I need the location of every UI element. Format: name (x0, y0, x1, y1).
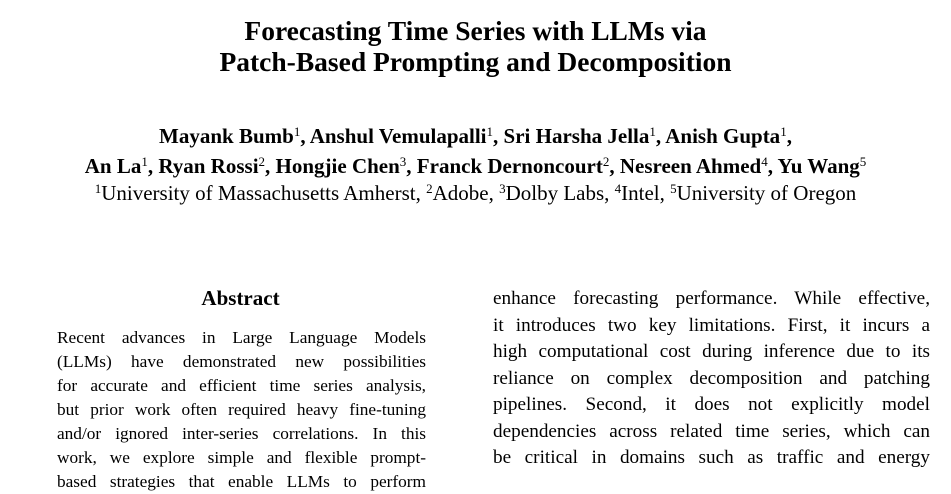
author-separator: , (786, 124, 792, 148)
author-line-2: An La1, Ryan Rossi2, Hongjie Chen3, Fran… (0, 151, 951, 181)
abstract-line: based strategies that enable LLMs to per… (57, 472, 426, 491)
affiliation-separator: , (488, 181, 500, 205)
author-name: Franck Dernoncourt (416, 154, 603, 178)
body-line: high computational cost during inference… (493, 341, 930, 362)
author-affiliation-mark: 1 (293, 124, 301, 139)
affiliation-name: Intel (621, 181, 660, 205)
paper-title: Forecasting Time Series with LLMs via Pa… (0, 15, 951, 77)
affiliation-name: University of Oregon (676, 181, 857, 205)
author-separator: , (655, 124, 666, 148)
author-line-1: Mayank Bumb1, Anshul Vemulapalli1, Sri H… (0, 121, 951, 151)
author-affiliation-mark: 4 (761, 154, 768, 169)
abstract-line: but prior work often required heavy fine… (57, 400, 426, 419)
abstract-line: work, we explore simple and flexible pro… (57, 448, 426, 467)
author-separator: , (265, 154, 276, 178)
affiliation-number: 1 (94, 181, 102, 196)
author-name: Ryan Rossi (158, 154, 259, 178)
abstract-body: Recent advances in Large Language Models… (57, 326, 426, 494)
abstract-line: and/or ignored inter-series correlations… (57, 424, 426, 443)
author-affiliation-mark: 3 (399, 154, 407, 169)
author-separator: , (300, 124, 310, 148)
abstract-heading: Abstract (201, 286, 280, 310)
author-name: Mayank Bumb (159, 124, 294, 148)
affiliation-name: Adobe (432, 181, 489, 205)
affiliation-separator: , (415, 181, 427, 205)
author-separator: , (609, 154, 620, 178)
body-line: enhance forecasting performance. While e… (493, 288, 930, 309)
author-name: Anshul Vemulapalli (309, 124, 487, 148)
author-name: Anish Gupta (665, 124, 781, 148)
author-list: Mayank Bumb1, Anshul Vemulapalli1, Sri H… (0, 121, 951, 181)
affiliations-line: 1University of Massachusetts Amherst, 2A… (0, 178, 951, 208)
affiliation-name: University of Massachusetts Amherst (101, 181, 416, 205)
affiliation-name: Dolby Labs (505, 181, 605, 205)
body-line: pipelines. Second, it does not explicitl… (493, 394, 930, 415)
author-name: An La (84, 154, 142, 178)
author-name: Yu Wang (777, 154, 860, 178)
author-separator: , (493, 124, 504, 148)
body-line: be critical in domains such as traffic a… (493, 447, 930, 468)
body-line: dependencies across related time series,… (493, 420, 930, 442)
author-separator: , (147, 154, 159, 178)
body-line: reliance on complex decomposition and pa… (493, 367, 930, 389)
author-affiliation-mark: 1 (486, 124, 494, 139)
author-affiliation-mark: 1 (780, 124, 787, 139)
affiliation-number: 4 (614, 181, 622, 196)
author-affiliation-mark: 1 (649, 124, 656, 139)
body-line: it introduces two key limitations. First… (493, 314, 930, 336)
abstract-line: (LLMs) have demonstrated new possibiliti… (57, 352, 426, 371)
affiliation-separator: , (604, 181, 615, 205)
abstract-line: for accurate and efficient time series a… (57, 376, 426, 395)
author-affiliation-mark: 2 (258, 154, 266, 169)
title-line: Patch-Based Prompting and Decomposition (219, 46, 732, 77)
author-affiliation-mark: 5 (859, 154, 867, 169)
affiliation-separator: , (659, 181, 671, 205)
affiliation-number: 2 (426, 181, 433, 196)
author-name: Sri Harsha Jella (503, 124, 650, 148)
affiliation-number: 5 (670, 181, 677, 196)
author-name: Hongjie Chen (275, 154, 400, 178)
author-affiliation-mark: 1 (141, 154, 148, 169)
author-separator: , (406, 154, 417, 178)
body-text-right-column: enhance forecasting performance. While e… (493, 286, 930, 472)
abstract-line: Recent advances in Large Language Models (57, 328, 426, 347)
affiliation-number: 3 (499, 181, 506, 196)
author-name: Nesreen Ahmed (619, 154, 762, 178)
author-affiliation-mark: 2 (602, 154, 610, 169)
title-line: Forecasting Time Series with LLMs via (244, 15, 707, 46)
author-separator: , (767, 154, 778, 178)
